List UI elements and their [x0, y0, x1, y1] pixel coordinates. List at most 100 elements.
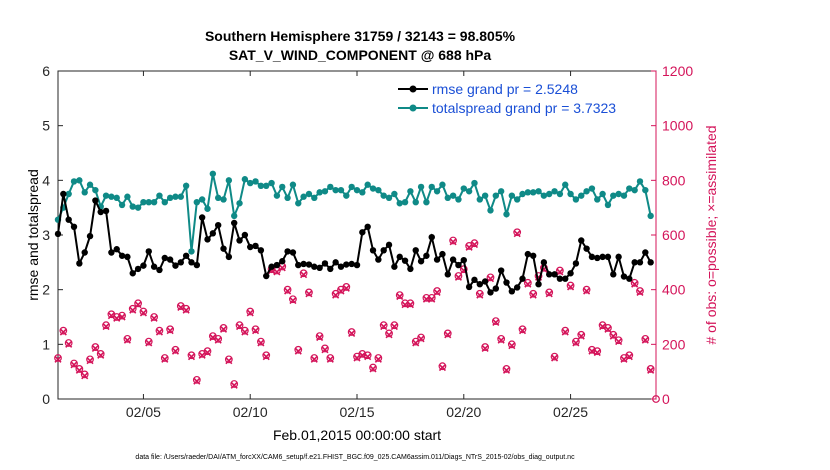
rmse-point [615, 253, 622, 261]
obs-possible-point [497, 334, 506, 343]
obs-possible-point [283, 285, 292, 294]
totalspread-point [391, 190, 398, 198]
totalspread-series [54, 170, 654, 255]
rmse-point [588, 253, 596, 261]
totalspread-point [348, 183, 355, 191]
obs-assimilated-point [230, 381, 238, 389]
totalspread-point [556, 190, 564, 198]
obs-possible-point [545, 288, 554, 297]
rmse-point [129, 270, 136, 277]
rmse-point [369, 247, 377, 254]
totalspread-point [417, 183, 425, 191]
obs-assimilated-point [364, 353, 372, 361]
rmse-point [578, 237, 585, 244]
totalspread-point [412, 199, 419, 206]
obs-assimilated-point [203, 348, 212, 357]
totalspread-point [343, 192, 350, 199]
totalspread-point [551, 188, 558, 195]
rmse-point [551, 271, 558, 278]
obs-possible-point [305, 288, 313, 297]
x-tick-label: 02/15 [339, 404, 374, 420]
obs-possible-point [54, 354, 62, 362]
legend-rmse-marker [409, 85, 417, 93]
x-tick-label: 02/20 [446, 404, 481, 420]
obs-possible-point [614, 336, 623, 345]
totalspread-point [108, 193, 115, 200]
obs-assimilated-point [166, 327, 174, 335]
obs-possible-point [491, 317, 500, 326]
rmse-point [76, 260, 83, 267]
obs-assimilated-point [556, 268, 564, 276]
rmse-point [364, 223, 371, 230]
obs-assimilated-point [134, 301, 142, 309]
obs-assimilated-point [342, 284, 350, 292]
rmse-point [513, 284, 521, 291]
y-axis-right-label: # of obs: o=possible; ×=assimilated [703, 125, 719, 344]
totalspread-point [636, 178, 644, 185]
rmse-point [118, 252, 126, 259]
rmse-point [332, 259, 339, 266]
obs-possible-point [641, 334, 650, 343]
rmse-point [193, 261, 201, 269]
obs-assimilated-point [65, 340, 73, 348]
obs-assimilated-point [235, 323, 244, 331]
rmse-point [604, 253, 612, 261]
x-tick-label: 02/25 [553, 404, 588, 420]
obs-assimilated-point [91, 344, 99, 352]
rmse-point [273, 261, 281, 269]
obs-possible-point [417, 333, 425, 342]
obs-possible-point [646, 365, 655, 373]
rmse-point [444, 271, 451, 278]
rmse-point [508, 288, 516, 295]
rmse-point [279, 258, 286, 265]
totalspread-point [129, 203, 136, 210]
obs-assimilated-point [123, 336, 131, 344]
obs-assimilated-point [241, 328, 249, 336]
rmse-point [535, 281, 542, 288]
obs-possible-point [171, 345, 180, 354]
totalspread-point [375, 186, 382, 194]
rmse-point [321, 260, 329, 267]
rmse-point [375, 256, 382, 263]
obs-possible-point [187, 351, 196, 360]
obs-possible-point [486, 273, 495, 282]
totalspread-point [263, 182, 270, 189]
obs-assimilated-point [161, 355, 169, 363]
obs-assimilated-point [615, 338, 623, 346]
totalspread-point [353, 186, 361, 194]
totalspread-point [300, 193, 307, 200]
obs-assimilated-point [486, 275, 495, 283]
totalspread-point [204, 205, 211, 212]
rmse-point [241, 231, 249, 239]
obs-assimilated-point [454, 273, 463, 281]
totalspread-point [546, 190, 553, 198]
obs-assimilated-point [647, 366, 655, 374]
obs-assimilated-point [545, 290, 553, 298]
obs-possible-point [459, 265, 468, 274]
obs-possible-point [192, 375, 201, 384]
rmse-point [610, 271, 617, 278]
obs-possible-point [523, 278, 532, 287]
obs-possible-point [604, 324, 612, 332]
totalspread-point [321, 188, 329, 195]
y-axis-left-label: rmse and totalspread [25, 169, 41, 301]
rmse-point [583, 245, 590, 252]
totalspread-point [161, 199, 168, 206]
chart-subtitle: SAT_V_WIND_COMPONENT @ 688 hPa [229, 47, 492, 63]
rmse-point [348, 260, 355, 268]
obs-possible-point [289, 295, 297, 304]
obs-possible-point [561, 326, 570, 335]
totalspread-point [252, 178, 259, 185]
rmse-point [92, 197, 99, 204]
totalspread-point [65, 190, 72, 198]
rmse-point [492, 285, 500, 292]
totalspread-point [182, 182, 190, 189]
y-right-tick-label: 600 [662, 227, 686, 243]
rmse-point [487, 289, 494, 296]
obs-possible-point [475, 289, 484, 298]
totalspread-point [209, 170, 217, 177]
obs-possible-point [91, 343, 100, 351]
totalspread-point [631, 186, 638, 194]
totalspread-point [76, 177, 83, 184]
rmse-point [166, 256, 174, 263]
